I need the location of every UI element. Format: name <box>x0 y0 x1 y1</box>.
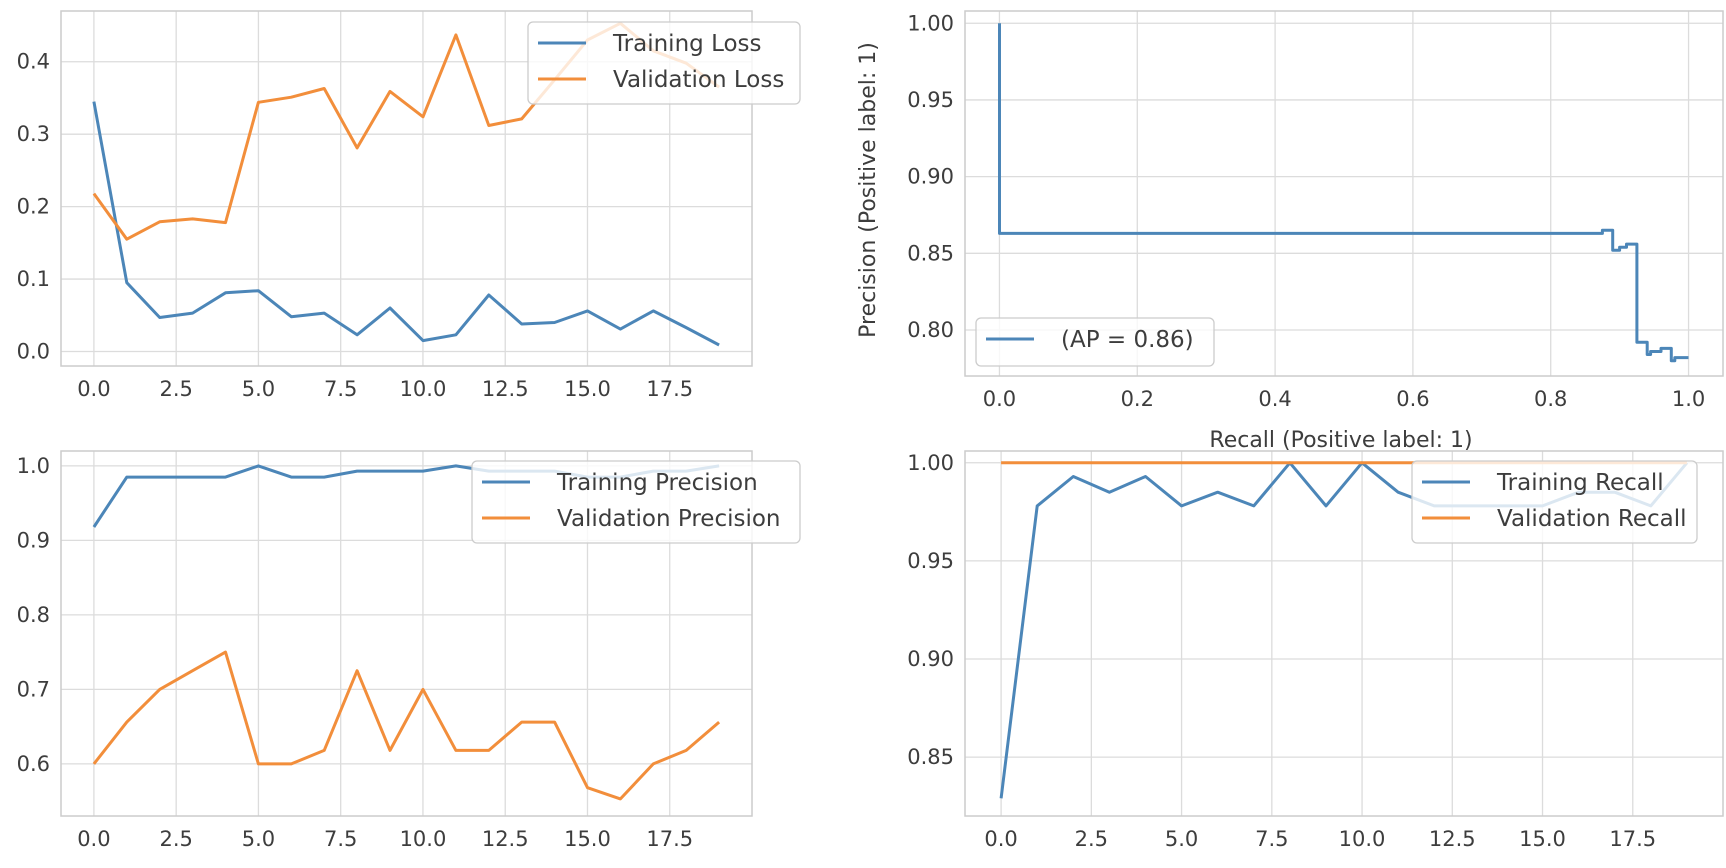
x-tick-label: 12.5 <box>482 377 529 401</box>
series-line-training-loss <box>92 101 720 347</box>
y-tick-label: 0.7 <box>17 677 50 701</box>
y-tick-label: 0.80 <box>907 318 954 342</box>
y-tick-label: 1.00 <box>907 11 954 35</box>
y-tick-label: 0.90 <box>907 647 954 671</box>
x-tick-label: 15.0 <box>1519 827 1566 851</box>
x-tick-label: 15.0 <box>564 377 611 401</box>
x-tick-label: 10.0 <box>400 827 447 851</box>
x-tick-label: 10.0 <box>400 377 447 401</box>
x-tick-label: 5.0 <box>242 827 275 851</box>
plot-frame <box>60 10 753 367</box>
x-tick-label: 2.5 <box>159 377 192 401</box>
legend-label: Validation Precision <box>557 506 781 532</box>
x-tick-label: 2.5 <box>1075 827 1108 851</box>
legend: Training Precision Validation Precision <box>471 460 801 544</box>
plot-frame <box>964 450 1724 817</box>
y-tick-label: 1.00 <box>907 451 954 475</box>
y-tick-label: 0.4 <box>17 50 50 74</box>
y-tick-label: 0.0 <box>17 340 50 364</box>
legend-box <box>1411 460 1698 544</box>
y-tick-label: 0.3 <box>17 122 50 146</box>
chart-3: 0.0 2.5 5.0 7.5 10.0 12.5 15.0 17.5 0.6 0.7 0.8 0.9… <box>17 450 801 851</box>
x-tick-label: 12.5 <box>1429 827 1476 851</box>
x-tick-label: 0.0 <box>77 377 110 401</box>
y-tick-label: 0.85 <box>907 745 954 769</box>
legend-label: Validation Loss <box>613 67 784 93</box>
x-tick-label: 7.5 <box>1255 827 1288 851</box>
y-tick-label: 0.9 <box>17 528 50 552</box>
x-tick-label: 7.5 <box>324 827 357 851</box>
series-line-ap-0-86 <box>998 23 1689 363</box>
chart-1: 0.0 2.5 5.0 7.5 10.0 12.5 15.0 17.5 0.0 0.1 0.2 0.3… <box>17 10 801 401</box>
y-tick-label: 0.2 <box>17 195 50 219</box>
x-axis-label: Recall (Positive label: 1) <box>1209 428 1472 453</box>
y-tick-label: 0.90 <box>907 165 954 189</box>
legend-label: Training Precision <box>556 470 758 496</box>
plot-frame <box>964 10 1724 377</box>
y-tick-label: 0.8 <box>17 603 50 627</box>
x-tick-label: 0.8 <box>1534 387 1567 411</box>
x-tick-label: 0.0 <box>983 387 1016 411</box>
legend-label: (AP = 0.86) <box>1061 327 1194 353</box>
y-tick-label: 0.1 <box>17 267 50 291</box>
legend-box <box>527 21 801 105</box>
x-tick-label: 2.5 <box>159 827 192 851</box>
y-tick-label: 1.0 <box>17 454 50 478</box>
legend-box <box>975 317 1215 367</box>
x-tick-label: 1.0 <box>1672 387 1705 411</box>
y-tick-label: 0.85 <box>907 241 954 265</box>
x-tick-label: 17.5 <box>646 377 693 401</box>
legend-label: Validation Recall <box>1497 506 1687 532</box>
plot-area <box>965 11 1723 376</box>
x-tick-label: 17.5 <box>646 827 693 851</box>
chart-4: 0.0 2.5 5.0 7.5 10.0 12.5 15.0 17.5 0.85 0.90 0.95… <box>907 450 1724 851</box>
legend-box <box>471 460 801 544</box>
x-tick-label: 17.5 <box>1609 827 1656 851</box>
x-tick-label: 0.0 <box>984 827 1017 851</box>
x-tick-label: 7.5 <box>324 377 357 401</box>
x-tick-label: 0.2 <box>1121 387 1154 411</box>
legend: Training Loss Validation Loss <box>527 21 801 105</box>
x-tick-label: 0.0 <box>77 827 110 851</box>
legend-label: Training Recall <box>1496 470 1664 496</box>
x-tick-label: 10.0 <box>1339 827 1386 851</box>
y-tick-label: 0.95 <box>907 88 954 112</box>
series-line-validation-precision <box>92 650 721 801</box>
y-tick-label: 0.95 <box>907 549 954 573</box>
x-tick-label: 0.6 <box>1396 387 1429 411</box>
chart-2: 0.0 0.2 0.4 0.6 0.8 1.0 0.80 0.85 0.90 0.95 1.00 Re… <box>856 10 1724 453</box>
x-tick-label: 15.0 <box>564 827 611 851</box>
legend: (AP = 0.86) <box>975 317 1215 367</box>
legend-label: Training Loss <box>612 31 762 57</box>
x-tick-label: 12.5 <box>482 827 529 851</box>
x-tick-label: 5.0 <box>242 377 275 401</box>
x-tick-label: 5.0 <box>1165 827 1198 851</box>
x-tick-label: 0.4 <box>1258 387 1291 411</box>
y-tick-label: 0.6 <box>17 752 50 776</box>
y-axis-label: Precision (Positive label: 1) <box>856 42 881 338</box>
legend: Training Recall Validation Recall <box>1411 460 1698 544</box>
plot-frame <box>60 450 753 817</box>
